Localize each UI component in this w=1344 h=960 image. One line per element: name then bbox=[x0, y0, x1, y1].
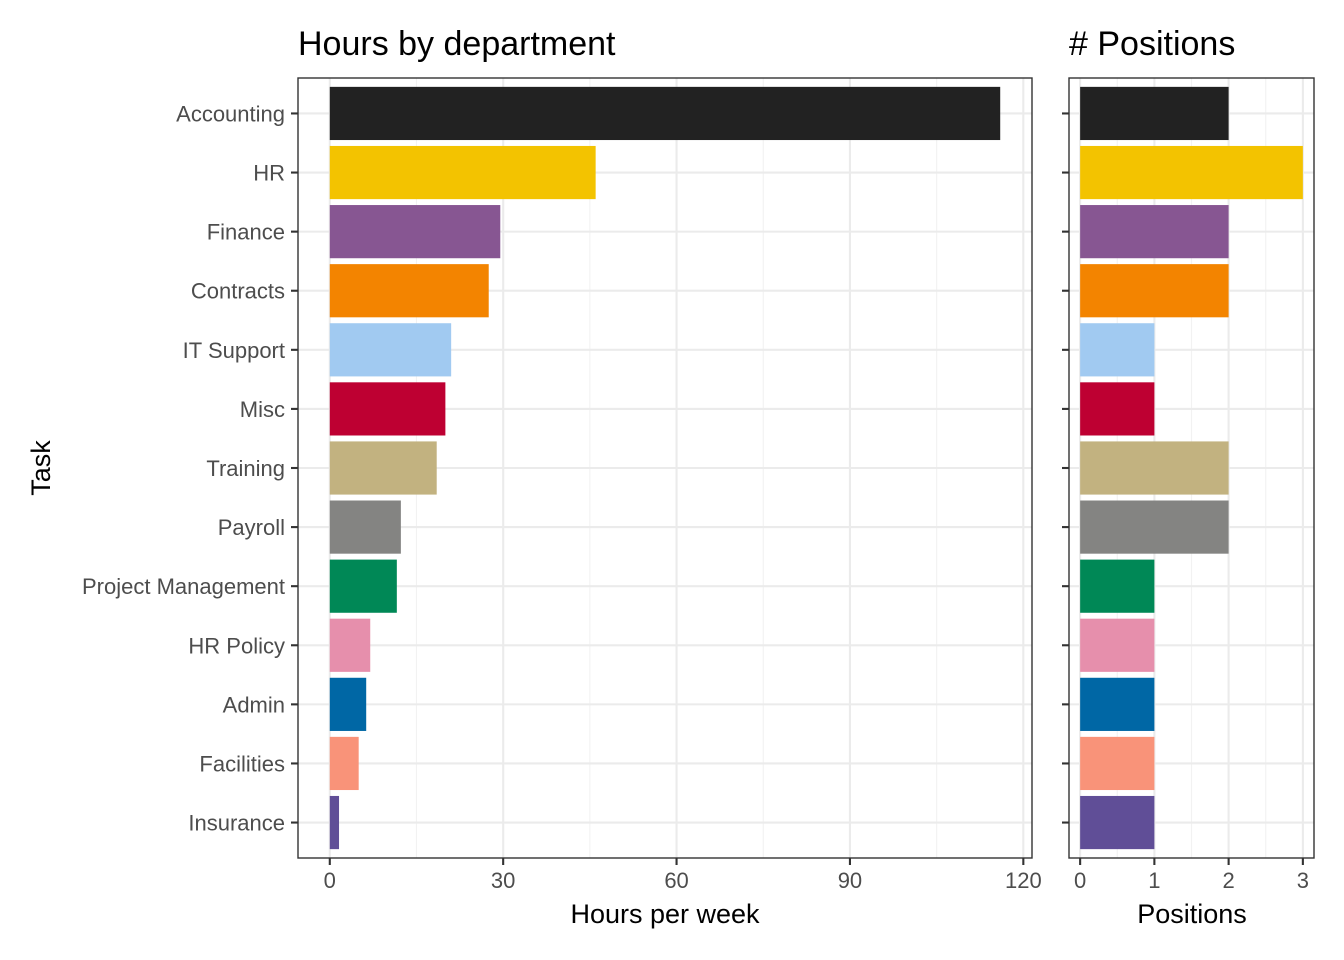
positions-bars bbox=[1080, 86, 1303, 850]
hours-x-tick-label: 120 bbox=[1005, 868, 1042, 893]
positions-x-tick-label: 3 bbox=[1297, 868, 1309, 893]
hours-x-tick-label: 30 bbox=[491, 868, 515, 893]
positions-x-axis-title: Positions bbox=[1137, 899, 1247, 929]
positions-y-axis bbox=[1062, 112, 1069, 824]
hours-chart-title: Hours by department bbox=[298, 25, 616, 63]
hours-bar-hr bbox=[329, 145, 596, 200]
task-label-training: Training bbox=[206, 456, 285, 481]
positions-bar-payroll bbox=[1080, 500, 1229, 554]
positions-bar-misc bbox=[1080, 382, 1155, 436]
positions-x-axis: 0 1 2 3 bbox=[1074, 858, 1309, 893]
task-label-admin: Admin bbox=[223, 692, 285, 717]
task-label-misc: Misc bbox=[240, 397, 285, 422]
positions-x-tick-label: 1 bbox=[1148, 868, 1160, 893]
hours-x-tick-label: 60 bbox=[664, 868, 688, 893]
task-label-accounting: Accounting bbox=[176, 101, 285, 126]
positions-bar-hr bbox=[1080, 145, 1303, 200]
hours-x-tick-label: 0 bbox=[324, 868, 336, 893]
hours-bar-it-support bbox=[329, 323, 452, 377]
task-label-project-management: Project Management bbox=[82, 574, 285, 599]
positions-bar-hr-policy bbox=[1080, 618, 1155, 672]
positions-bar-training bbox=[1080, 441, 1229, 495]
positions-x-tick-label: 2 bbox=[1222, 868, 1234, 893]
positions-bar-admin bbox=[1080, 677, 1155, 731]
task-label-insurance: Insurance bbox=[188, 811, 285, 836]
positions-bar-it-support bbox=[1080, 323, 1155, 377]
hours-bar-hr-policy bbox=[329, 618, 371, 672]
positions-bar-facilities bbox=[1080, 736, 1155, 791]
hours-bar-payroll bbox=[329, 500, 401, 554]
hours-bar-training bbox=[329, 441, 437, 495]
task-label-finance: Finance bbox=[207, 220, 285, 245]
hours-bar-accounting bbox=[329, 86, 1001, 141]
task-label-payroll: Payroll bbox=[218, 515, 285, 540]
hours-bar-contracts bbox=[329, 264, 489, 318]
hours-x-axis: 0 30 60 90 120 bbox=[324, 858, 1042, 893]
hours-bars bbox=[329, 86, 1001, 850]
task-label-facilities: Facilities bbox=[199, 751, 285, 776]
positions-chart-title: # Positions bbox=[1069, 25, 1235, 63]
hours-bar-project-management bbox=[329, 559, 397, 613]
hours-bar-finance bbox=[329, 205, 501, 259]
task-label-contracts: Contracts bbox=[191, 279, 285, 304]
hours-bar-misc bbox=[329, 382, 446, 436]
positions-bar-project-management bbox=[1080, 559, 1155, 613]
positions-bar-accounting bbox=[1080, 86, 1229, 141]
hours-panel: Hours by department 0 30 60 90 120 Accountin… bbox=[82, 25, 1042, 929]
positions-bar-finance bbox=[1080, 205, 1229, 259]
hours-x-tick-label: 90 bbox=[838, 868, 862, 893]
hours-bar-facilities bbox=[329, 736, 359, 791]
hours-bar-admin bbox=[329, 677, 367, 731]
positions-bar-insurance bbox=[1080, 795, 1155, 850]
positions-panel: # Positions 0 1 2 3 Positions bbox=[1062, 25, 1315, 929]
positions-bar-contracts bbox=[1080, 264, 1229, 318]
task-label-hr: HR bbox=[253, 161, 285, 186]
task-label-hr-policy: HR Policy bbox=[188, 633, 285, 658]
y-axis-title: Task bbox=[26, 440, 56, 496]
hours-bar-insurance bbox=[329, 795, 340, 850]
hours-x-axis-title: Hours per week bbox=[570, 899, 760, 929]
positions-x-tick-label: 0 bbox=[1074, 868, 1086, 893]
task-label-it-support: IT Support bbox=[183, 338, 285, 363]
task-y-axis: Accounting HR Finance Contracts IT Support Mi… bbox=[82, 101, 298, 836]
